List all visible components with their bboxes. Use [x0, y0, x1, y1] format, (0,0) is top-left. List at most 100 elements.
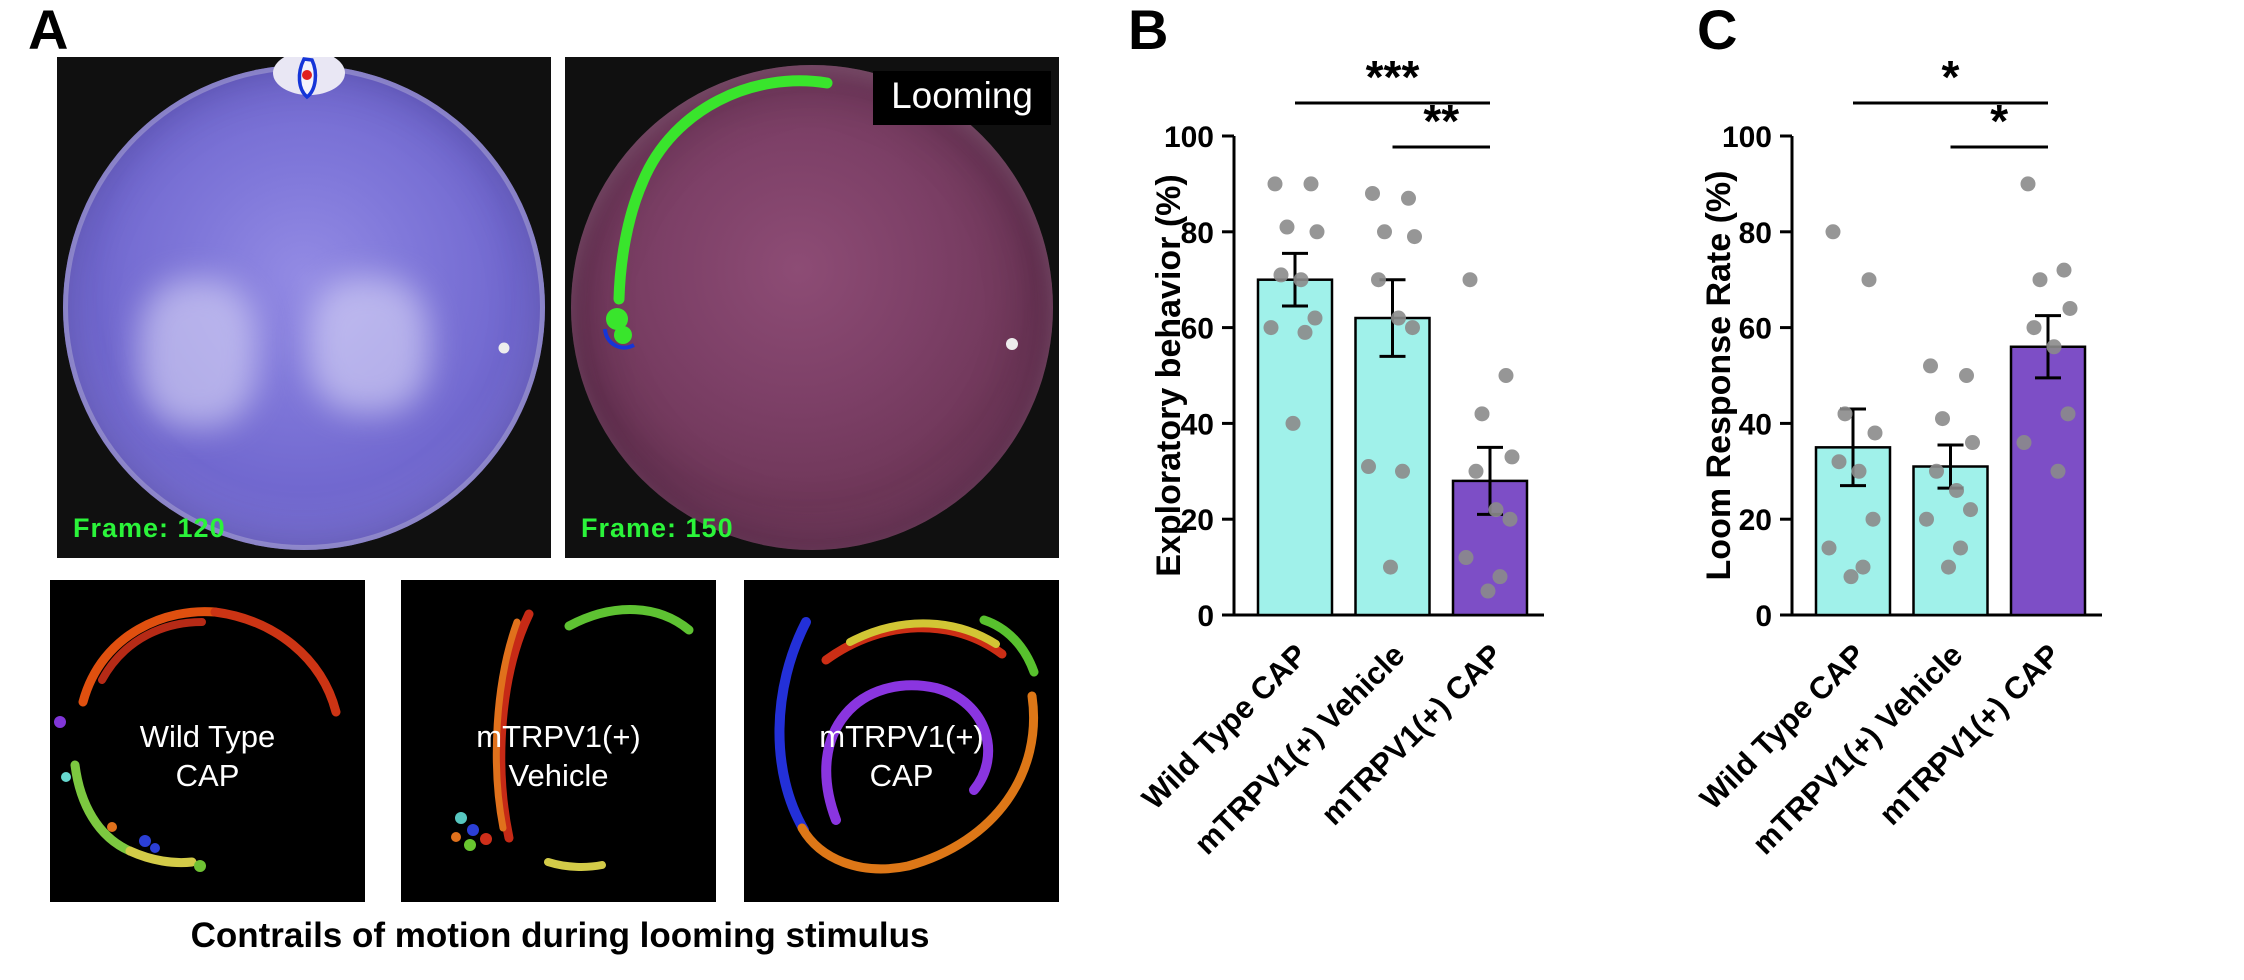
data-point: [2020, 176, 2036, 192]
y-tick-label: 20: [1181, 504, 1214, 537]
data-point: [1365, 185, 1380, 201]
x-category-label: Wild Type CAP: [1693, 637, 1872, 816]
loom-response-rate-chart: 0 20 40 60 80 100 Loom Response Rate (%) Wild T…: [1693, 51, 2102, 861]
y-tick-label: 40: [1739, 408, 1772, 441]
group-name-line2: Vehicle: [508, 758, 609, 794]
x-category-label: mTRPV1(+) CAP: [1314, 637, 1509, 832]
contrail-panel-mtrpv1-vehicle: mTRPV1(+) Vehicle: [401, 580, 716, 902]
data-point: [1361, 459, 1376, 475]
group-name-line1: mTRPV1(+): [819, 719, 984, 755]
larva-motion-trail: [606, 75, 833, 344]
y-tick-label: 60: [1739, 313, 1772, 346]
data-point: [1307, 310, 1323, 326]
data-point: [1405, 320, 1420, 336]
data-point: [1267, 176, 1283, 192]
data-point: [2062, 300, 2078, 316]
group-name-line1: Wild Type: [139, 719, 276, 755]
data-point: [1263, 320, 1279, 336]
y-tick-label: 100: [1164, 121, 1214, 154]
data-point: [1504, 449, 1520, 465]
data-point: [2056, 262, 2072, 278]
data-point: [1867, 425, 1883, 441]
panel-b-letter: B: [1128, 0, 1169, 61]
significance-stars: **: [1423, 95, 1459, 147]
arena-video-frame-looming: Looming Frame: 150: [565, 57, 1059, 558]
data-point: [1297, 324, 1313, 340]
data-point: [1395, 463, 1410, 479]
frame-counter: Frame: 120: [73, 513, 226, 543]
looming-stimulus-label: Looming: [873, 71, 1051, 125]
data-point: [1371, 272, 1386, 288]
frame-counter: Frame: 150: [581, 513, 734, 543]
motion-trails: [451, 605, 694, 871]
tracked-larva-outline: [603, 328, 635, 350]
data-point: [1935, 411, 1950, 427]
data-point: [1949, 482, 1964, 498]
contrail-trails: [774, 615, 1039, 874]
data-point: [1293, 272, 1309, 288]
group-name-line2: CAP: [175, 758, 240, 794]
contrail-trails: [54, 607, 341, 872]
y-tick-label: 80: [1181, 217, 1214, 250]
data-point: [1837, 406, 1853, 422]
group-name-line2: CAP: [869, 758, 934, 794]
contrail-group-label: Wild Type CAP: [50, 718, 365, 796]
data-point: [1407, 229, 1422, 245]
data-point: [1855, 559, 1871, 575]
y-tick-label: 0: [1755, 600, 1772, 633]
data-point: [2060, 406, 2076, 422]
data-point: [1851, 463, 1867, 479]
motion-trails: [54, 607, 341, 872]
data-point: [1488, 502, 1504, 518]
data-point: [1462, 272, 1478, 288]
exploratory-behavior-chart: 0 20 40 60 80 100 Exploratory behavior (%) Wild…: [1135, 51, 1544, 861]
contrail-panel-wildtype-cap: Wild Type CAP: [50, 580, 365, 902]
y-tick-label: 40: [1181, 408, 1214, 441]
panel-c-letter: C: [1697, 0, 1738, 61]
data-point: [1923, 358, 1938, 374]
data-point: [1468, 463, 1484, 479]
data-point: [1391, 310, 1406, 326]
data-point: [2032, 272, 2048, 288]
contrail-group-label: mTRPV1(+) Vehicle: [401, 718, 716, 796]
data-point: [1821, 540, 1837, 556]
data-point: [1279, 219, 1295, 235]
data-point: [1963, 502, 1978, 518]
contrails-caption: Contrails of motion during looming stimu…: [190, 916, 930, 955]
data-point: [1383, 559, 1398, 575]
data-point: [1825, 224, 1841, 240]
bar: [2009, 345, 2087, 617]
data-point: [1285, 415, 1301, 431]
panel-a-letter: A: [28, 0, 69, 61]
data-point: [1831, 454, 1847, 470]
data-point: [1401, 190, 1416, 206]
data-point: [1458, 550, 1474, 566]
reflection-speck: [498, 342, 510, 354]
data-point: [1861, 272, 1877, 288]
data-point: [1309, 224, 1325, 240]
data-point: [2016, 435, 2032, 451]
contrail-group-label: mTRPV1(+) CAP: [744, 718, 1059, 796]
tracked-larva-centroid: [302, 70, 312, 80]
data-point: [1303, 176, 1319, 192]
petri-dish: [63, 65, 545, 550]
y-tick-label: 0: [1197, 600, 1214, 633]
x-category-label: Wild Type CAP: [1135, 637, 1314, 816]
larva-tracker-overlay: [603, 75, 1018, 350]
agar-reflection: [139, 279, 257, 427]
data-point: [1843, 569, 1859, 585]
y-tick-label: 60: [1181, 313, 1214, 346]
data-point: [2050, 463, 2066, 479]
data-point: [1377, 224, 1392, 240]
contrail-panel-mtrpv1-cap: mTRPV1(+) CAP: [744, 580, 1059, 902]
data-point: [1474, 406, 1490, 422]
significance-stars: *: [1990, 95, 2008, 147]
petri-dish: [571, 65, 1053, 550]
significance-stars: ***: [1366, 51, 1420, 103]
data-point: [2046, 339, 2062, 355]
y-tick-label: 20: [1739, 504, 1772, 537]
arena-video-frame-baseline: Frame: 120: [57, 57, 551, 558]
motion-trails: [774, 615, 1039, 874]
group-name-line1: mTRPV1(+): [476, 719, 641, 755]
y-axis-title: Loom Response Rate (%): [1700, 171, 1738, 581]
